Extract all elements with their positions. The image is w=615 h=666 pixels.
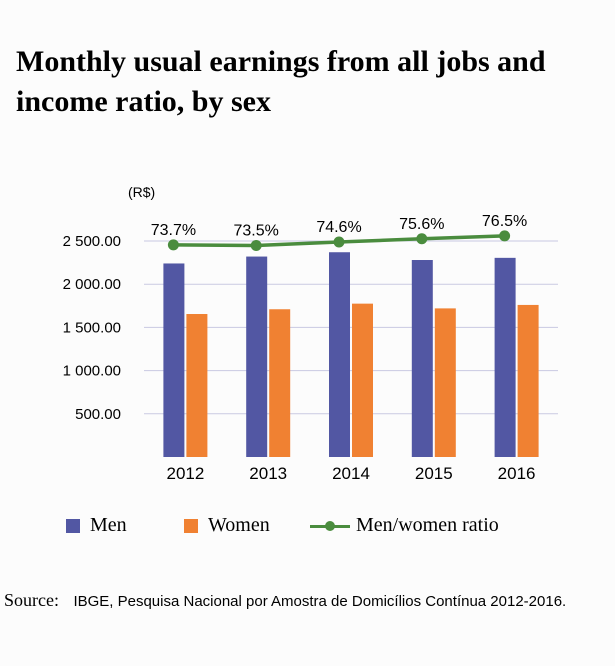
legend-women-label: Women	[208, 514, 270, 536]
bar-women-2012	[186, 314, 208, 457]
ratio-data-label: 76.5%	[482, 213, 527, 230]
legend: Men Women Men/women ratio	[0, 514, 615, 542]
ratio-point	[499, 230, 511, 242]
bar-men-2013	[246, 256, 268, 457]
legend-men-label: Men	[90, 514, 127, 536]
x-tick-label: 2012	[166, 464, 204, 483]
chart-plot: 500.00 1 000.00 1 500.00 2 000.00 2 500.00 7…	[63, 213, 558, 483]
legend-men-swatch	[66, 518, 80, 533]
bars	[163, 252, 539, 457]
bar-women-2015	[434, 308, 456, 457]
legend-women-swatch	[184, 518, 198, 533]
ratio-line-layer: 73.7% 73.5% 74.6% 75.6% 76.5%	[151, 213, 527, 251]
y-tick-label: 1 500.00	[63, 319, 121, 336]
y-tick-label: 500.00	[75, 406, 121, 423]
bar-men-2015	[411, 260, 433, 457]
legend-ratio-label: Men/women ratio	[356, 514, 499, 536]
legend-ratio-swatch	[310, 519, 350, 533]
bar-women-2016	[517, 304, 539, 457]
y-tick-label: 2 500.00	[63, 233, 121, 250]
bar-women-2014	[352, 303, 373, 457]
y-axis-unit: (R$)	[128, 184, 156, 200]
x-tick-label: 2016	[498, 464, 536, 483]
ratio-point	[416, 233, 428, 245]
y-tick-labels: 500.00 1 000.00 1 500.00 2 000.00 2 500.00	[63, 233, 121, 423]
legend-ratio: Men/women ratio	[310, 514, 499, 537]
source-text: IBGE, Pesquisa Nacional por Amostra de D…	[73, 593, 567, 610]
legend-women: Women	[184, 514, 270, 537]
x-tick-labels: 2012 2013 2014 2015 2016	[166, 464, 535, 483]
x-tick-label: 2013	[249, 464, 287, 483]
bar-men-2014	[329, 252, 350, 457]
ratio-data-label: 75.6%	[399, 216, 444, 233]
source-label: Source:	[4, 590, 59, 610]
ratio-point	[250, 240, 262, 251]
ratio-data-label: 74.6%	[316, 219, 361, 236]
chart-title: Monthly usual earnings from all jobs and…	[16, 45, 546, 118]
source-note: Source: IBGE, Pesquisa Nacional por Amos…	[4, 590, 566, 611]
y-tick-label: 2 000.00	[63, 276, 121, 293]
ratio-data-label: 73.5%	[234, 223, 279, 240]
x-tick-label: 2014	[332, 464, 370, 483]
bar-men-2012	[163, 263, 185, 457]
ratio-point	[167, 239, 179, 251]
legend-men: Men	[66, 514, 127, 537]
ratio-data-label: 73.7%	[151, 222, 196, 239]
ratio-point	[333, 236, 345, 248]
bar-men-2016	[494, 257, 516, 457]
bar-women-2013	[269, 309, 291, 457]
y-tick-label: 1 000.00	[63, 363, 121, 380]
x-tick-label: 2015	[415, 464, 453, 483]
